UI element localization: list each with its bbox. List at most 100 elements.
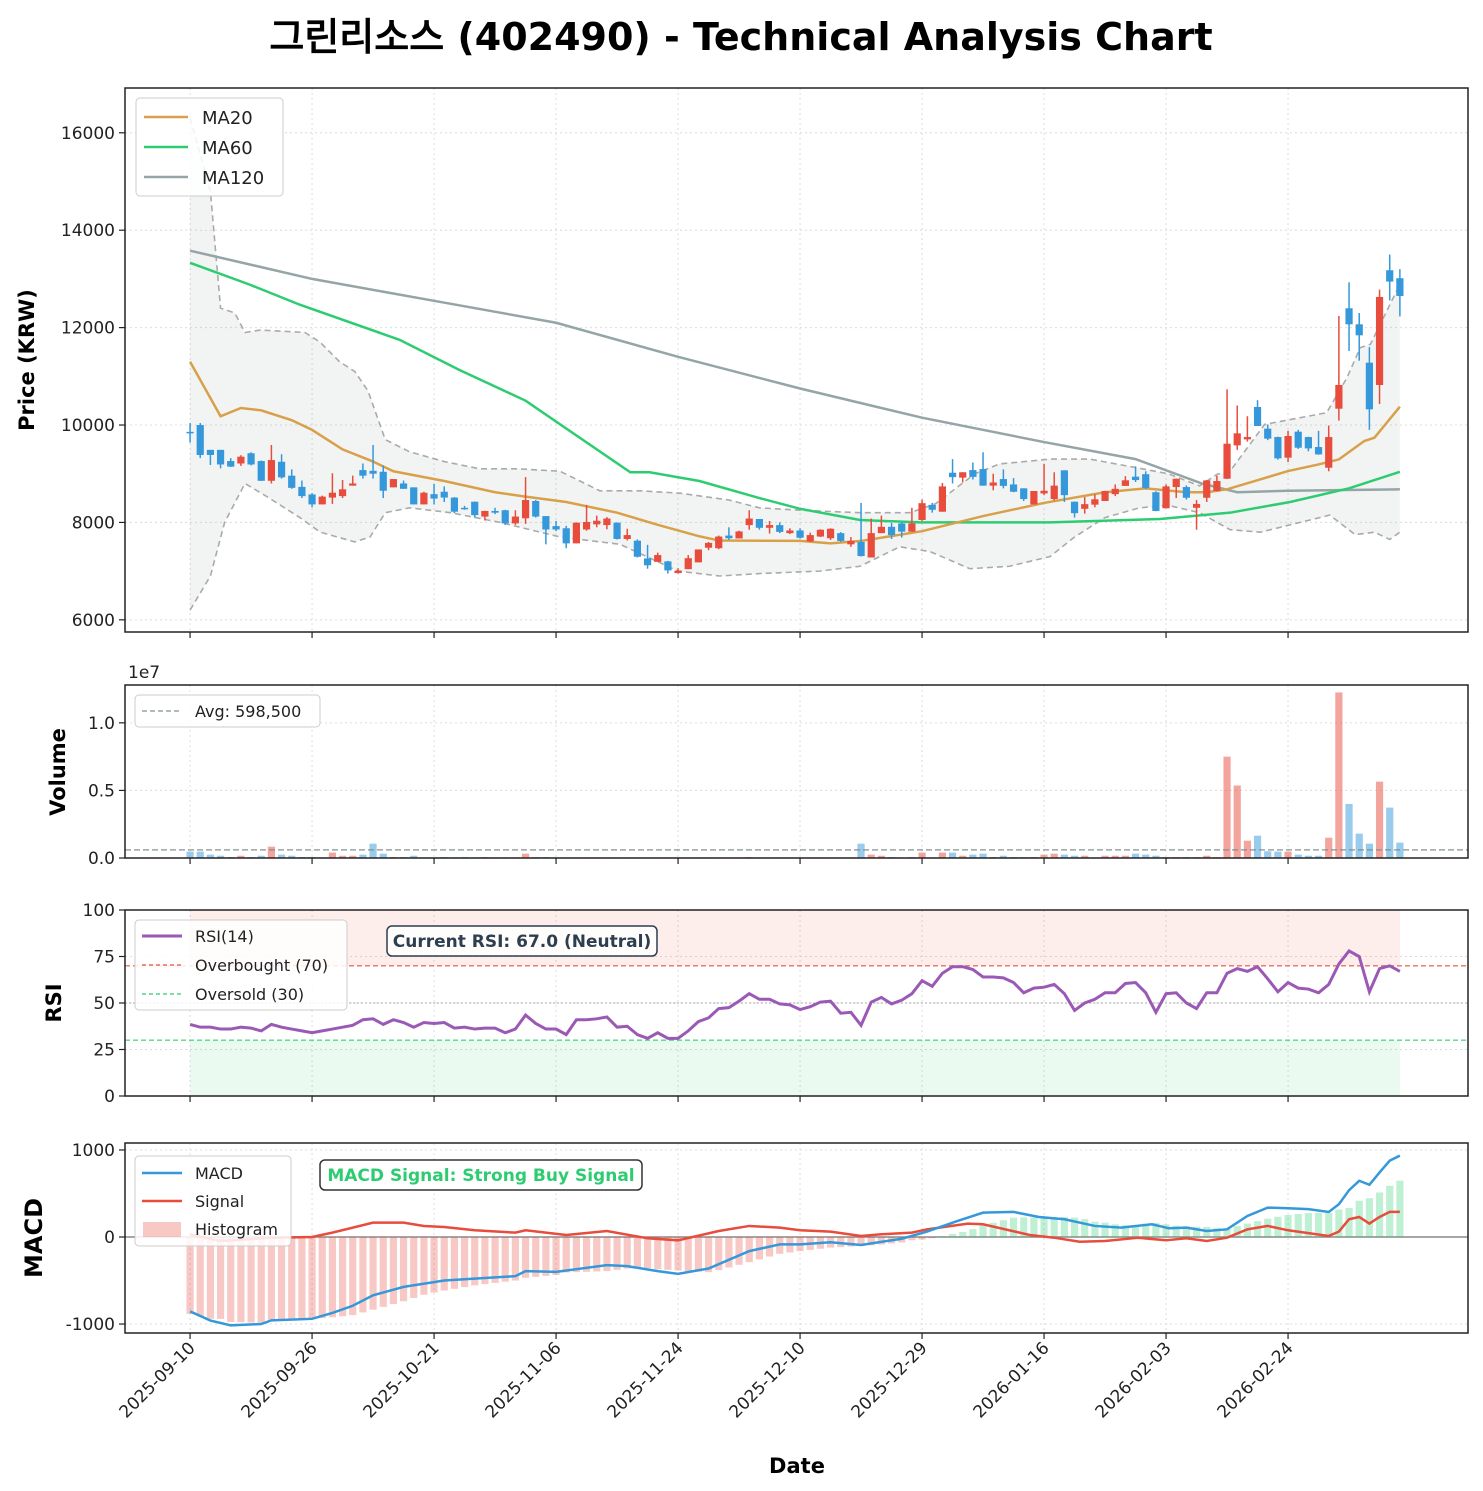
macd-histogram-bar: [369, 1236, 377, 1310]
candle-body: [521, 500, 530, 519]
volume-bar: [1243, 840, 1251, 858]
y-tick-label: -1000: [66, 1315, 115, 1335]
macd-histogram-bar: [1335, 1209, 1343, 1237]
volume-bar: [1223, 756, 1231, 858]
candle-body: [603, 518, 611, 526]
candle-body: [542, 516, 550, 530]
ma20-line: [188, 361, 1401, 545]
candle-body: [318, 496, 326, 505]
candle-body: [989, 482, 997, 486]
macd-histogram-bar: [1345, 1207, 1353, 1237]
legend-box: [134, 1155, 292, 1247]
legend-swatch-histogram: [143, 1222, 181, 1237]
legend-label-ma120: MA120: [202, 168, 264, 189]
candle-body: [1020, 488, 1028, 500]
candle-body: [654, 555, 662, 562]
volume-bar: [1264, 851, 1272, 858]
rsi-annotation-text: Current RSI: 67.0 (Neutral): [393, 932, 651, 952]
macd-histogram-bar: [511, 1236, 519, 1281]
candle-body: [532, 500, 540, 517]
x-axis-label: Date: [769, 1454, 825, 1478]
volume-bar: [186, 851, 194, 858]
volume-bar: [1325, 837, 1333, 858]
axes-frame: [124, 684, 1469, 859]
rsi-legend: RSI(14) Overbought (70) Oversold (30): [134, 919, 348, 1011]
volume-bar: [379, 853, 387, 858]
candle-body: [1131, 476, 1140, 481]
candle-body: [1264, 428, 1272, 439]
candle-body: [430, 494, 438, 499]
volume-bar: [288, 855, 296, 858]
candle-body: [349, 483, 357, 486]
candle-body: [1314, 447, 1323, 455]
macd-histogram-bar: [989, 1222, 997, 1237]
candle-body: [379, 471, 387, 491]
macd-annotation: MACD Signal: Strong Buy Signal: [319, 1159, 643, 1191]
oversold-zone: [190, 1040, 1400, 1096]
volume-bar: [196, 851, 204, 858]
volume-bar: [948, 852, 957, 858]
y-tick-label: 8000: [72, 513, 115, 533]
y-tick-label: 0.5: [88, 781, 115, 801]
macd-histogram-bar: [186, 1236, 194, 1314]
candle-body: [582, 521, 591, 530]
volume-bar: [1375, 781, 1384, 858]
candle-body: [948, 472, 957, 478]
candle-body: [1060, 470, 1068, 496]
volume-bar: [1121, 855, 1129, 858]
candle-body: [633, 540, 641, 557]
candle-body: [1142, 474, 1150, 488]
macd-histogram-bar: [318, 1236, 326, 1319]
candle-body: [1213, 481, 1221, 492]
candle-body: [684, 558, 692, 570]
candle-body: [735, 531, 743, 539]
macd-histogram-bar: [552, 1236, 560, 1275]
macd-histogram-bar: [735, 1236, 743, 1265]
candle-body: [867, 533, 875, 558]
candle-body: [216, 449, 225, 465]
candle-body: [460, 507, 469, 510]
candle-body: [674, 570, 682, 574]
macd-histogram-bar: [1253, 1221, 1262, 1237]
candle-body: [1355, 324, 1363, 336]
volume-bar: [979, 853, 987, 858]
macd-legend: MACD Signal Histogram: [134, 1155, 292, 1247]
macd-histogram-bar: [674, 1236, 682, 1271]
volume-legend: Avg: 598,500: [134, 694, 321, 728]
macd-histogram-bar: [1050, 1217, 1058, 1237]
macd-histogram-bar: [521, 1236, 530, 1278]
candle-body: [481, 510, 489, 517]
macd-histogram-bar: [572, 1236, 580, 1273]
volume-bar: [1386, 807, 1394, 858]
candle-body: [1233, 433, 1241, 446]
candle-body: [267, 460, 275, 481]
macd-histogram-bar: [1142, 1223, 1150, 1237]
candle-body: [450, 497, 458, 512]
macd-histogram-bar: [1284, 1214, 1292, 1237]
macd-histogram-bar: [1375, 1192, 1384, 1237]
macd-histogram-bar: [420, 1236, 428, 1295]
legend-label-overbought: Overbought (70): [195, 956, 328, 975]
volume-bar: [369, 843, 377, 858]
macd-histogram-bar: [1162, 1224, 1170, 1237]
y-tick-label: 10000: [61, 416, 115, 436]
candle-body: [725, 535, 733, 539]
macd-histogram-bar: [1091, 1221, 1099, 1237]
volume-bar: [1060, 854, 1068, 858]
candle-body: [227, 461, 235, 467]
macd-histogram-bar: [1020, 1217, 1028, 1237]
volume-bar: [1101, 855, 1109, 858]
candle-body: [1111, 488, 1119, 495]
legend-label-oversold: Oversold (30): [195, 985, 304, 1004]
y-tick-label: 25: [93, 1041, 115, 1061]
candle-body: [806, 535, 814, 542]
macd-histogram-bar: [694, 1236, 702, 1272]
macd-histogram-bar: [298, 1236, 306, 1320]
candle-body: [928, 504, 936, 510]
price-legend: MA20 MA60 MA120: [135, 97, 284, 197]
macd-line: [189, 1154, 1401, 1327]
macd-histogram-bar: [440, 1236, 448, 1291]
y-tick-label: 0.0: [88, 849, 115, 869]
macd-histogram-bar: [460, 1236, 469, 1288]
